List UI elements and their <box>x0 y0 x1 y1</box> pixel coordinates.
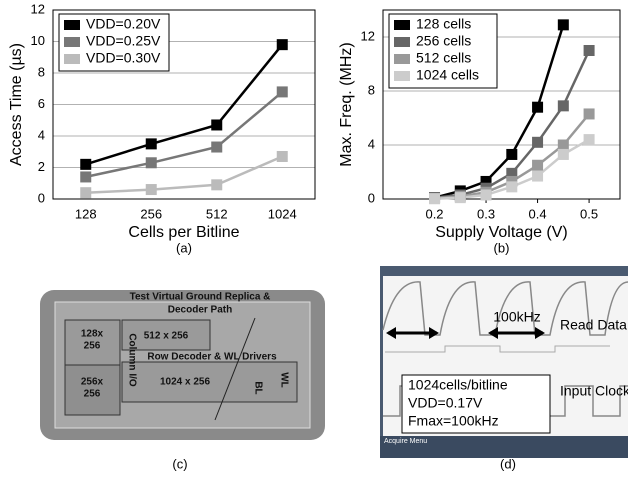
marker <box>506 181 517 192</box>
marker <box>211 179 222 190</box>
legend-swatch <box>394 71 410 81</box>
trace-label: Input Clock <box>560 383 628 399</box>
marker <box>558 100 569 111</box>
legend-swatch <box>394 20 410 30</box>
die-photo: Test Virtual Ground Replica & Decoder Pa… <box>40 290 325 440</box>
scope-screen: 100kHz Read Data Input Clock 1024cells/b… <box>380 266 628 458</box>
marker <box>429 193 440 204</box>
info-line: Fmax=100kHz <box>408 413 499 429</box>
legend-label: 1024 cells <box>416 67 479 83</box>
x-tick-label: 0.2 <box>425 206 443 221</box>
marker <box>146 138 157 149</box>
y-axis-label: Max. Freq. (MHz) <box>338 42 355 166</box>
marker <box>584 134 595 145</box>
marker <box>146 157 157 168</box>
legend-label: VDD=0.30V <box>86 50 161 66</box>
y-axis-label: Access Time (µs) <box>8 43 25 166</box>
die-label: Row Decoder & WL Drivers <box>147 352 277 363</box>
x-tick-label: 1024 <box>268 206 297 221</box>
y-tick-label: 0 <box>368 190 375 205</box>
caption: (a) <box>176 240 192 255</box>
die-label: 1024 x 256 <box>160 377 210 388</box>
caption: (c) <box>172 456 187 471</box>
marker <box>277 151 288 162</box>
marker <box>80 187 91 198</box>
marker <box>277 86 288 97</box>
freq-label: 100kHz <box>493 309 540 325</box>
marker <box>211 119 222 130</box>
marker <box>558 140 569 151</box>
figure: Test Virtual Ground Replica & Decoder Pa… <box>0 0 628 475</box>
die-label: 256x <box>81 377 104 388</box>
caption: (b) <box>494 240 510 255</box>
marker <box>532 137 543 148</box>
legend-label: 256 cells <box>416 33 471 49</box>
y-tick-label: 2 <box>38 159 45 174</box>
die-label: 512 x 256 <box>144 331 189 342</box>
die-label: WL <box>278 372 289 388</box>
die-label: 256 <box>84 341 101 352</box>
menu-label: Acquire Menu <box>384 438 427 445</box>
x-axis-label: Supply Voltage (V) <box>435 224 568 241</box>
y-tick-label: 6 <box>38 96 45 111</box>
marker <box>455 192 466 203</box>
y-tick-label: 10 <box>31 33 45 48</box>
marker <box>558 149 569 160</box>
legend-label: VDD=0.25V <box>86 33 161 49</box>
y-tick-label: 4 <box>38 127 45 142</box>
die-label: BL <box>252 381 263 394</box>
marker <box>532 160 543 171</box>
marker <box>532 102 543 113</box>
trace-label: Read Data <box>560 317 627 333</box>
y-tick-label: 8 <box>368 82 375 97</box>
marker <box>277 39 288 50</box>
y-tick-label: 12 <box>361 28 375 43</box>
die-label: Decoder Path <box>168 305 232 316</box>
legend-swatch <box>64 20 80 30</box>
legend-swatch <box>64 37 80 47</box>
legend-label: 128 cells <box>416 16 471 32</box>
legend-swatch <box>394 54 410 64</box>
x-tick-label: 0.4 <box>529 206 547 221</box>
legend-swatch <box>394 37 410 47</box>
x-tick-label: 0.5 <box>580 206 598 221</box>
x-tick-label: 256 <box>140 206 162 221</box>
caption: (d) <box>500 456 516 471</box>
marker <box>211 142 222 153</box>
marker <box>146 184 157 195</box>
die-label: Test Virtual Ground Replica & <box>130 292 271 303</box>
die-label: Column I/O <box>126 333 137 387</box>
legend-swatch <box>64 54 80 64</box>
marker <box>80 171 91 182</box>
marker <box>481 189 492 200</box>
marker <box>584 108 595 119</box>
info-line: VDD=0.17V <box>408 395 483 411</box>
die-label: 128x <box>81 329 104 340</box>
marker <box>506 149 517 160</box>
marker <box>532 171 543 182</box>
x-axis-label: Cells per Bitline <box>128 224 239 241</box>
x-tick-label: 0.3 <box>477 206 495 221</box>
die-label: 256 <box>84 389 101 400</box>
info-line: 1024cells/bitline <box>408 377 508 393</box>
y-tick-label: 4 <box>368 136 375 151</box>
series-line <box>86 157 282 193</box>
y-tick-label: 0 <box>38 190 45 205</box>
y-tick-label: 12 <box>31 1 45 16</box>
marker <box>80 159 91 170</box>
y-tick-label: 8 <box>38 64 45 79</box>
x-tick-label: 512 <box>206 206 228 221</box>
legend-label: 512 cells <box>416 50 471 66</box>
marker <box>558 19 569 30</box>
marker <box>584 45 595 56</box>
x-tick-label: 128 <box>75 206 97 221</box>
legend-label: VDD=0.20V <box>86 16 161 32</box>
